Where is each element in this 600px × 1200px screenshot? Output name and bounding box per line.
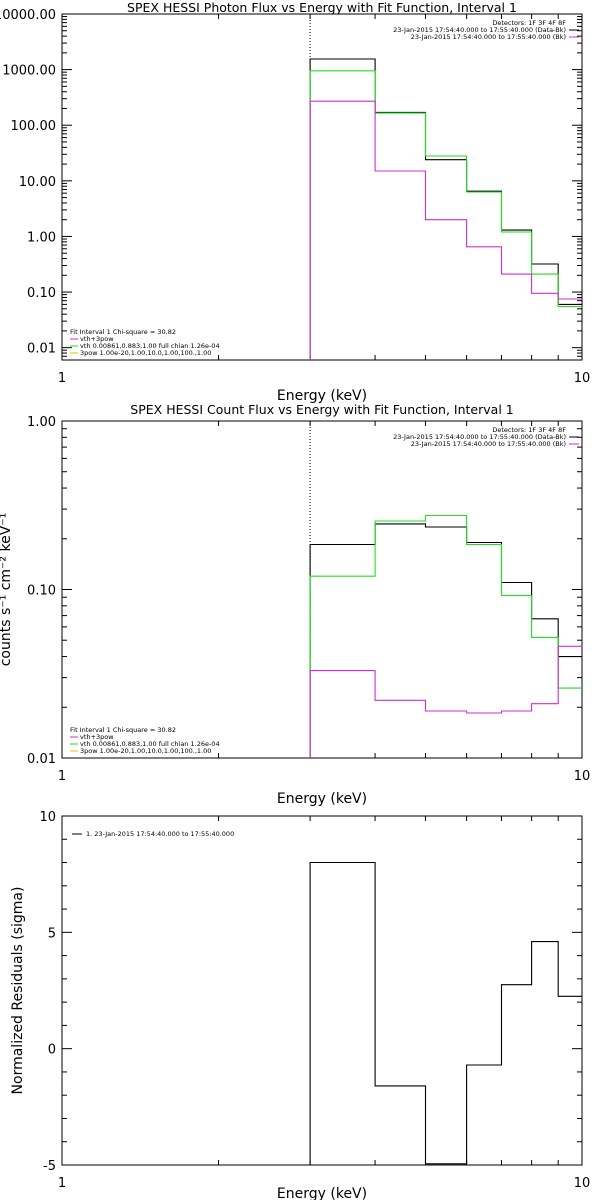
y-tick-label: 100.00 xyxy=(11,119,57,134)
y-axis-label: counts s⁻¹ cm⁻² keV⁻¹ xyxy=(0,513,14,667)
legend-title: Fit Interval 1 Chi-square = 30.82 xyxy=(70,328,176,336)
legend-entry: vth 0.00861,0.883,1.00 full chian 1.26e-… xyxy=(80,740,220,748)
x-tick-label: 10 xyxy=(574,769,591,784)
header-text: Detectors: 1F 3F 4F 8F xyxy=(492,19,566,27)
plot-frame xyxy=(61,815,583,1166)
header-text: 23-Jan-2015 17:54:40.000 to 17:55:40.000… xyxy=(393,26,566,34)
legend-entry: vth+3pow xyxy=(80,733,114,741)
y-tick-label: 10.00 xyxy=(19,175,56,190)
legend-entry: vth 0.00861,0.883,1.00 full chian 1.26e-… xyxy=(80,342,220,350)
x-axis-label: Energy (keV) xyxy=(277,388,367,404)
y-tick-label: 0 xyxy=(48,1043,56,1058)
x-tick-label: 1 xyxy=(58,769,66,784)
series-group xyxy=(309,58,582,360)
y-tick-label: 1.00 xyxy=(27,415,56,430)
legend-entry: 3pow 1.00e-20,1.00,10.0,1.00,100.,1.00 xyxy=(80,349,211,357)
y-tick-label: 0.10 xyxy=(27,286,56,301)
x-tick-label: 1 xyxy=(58,371,66,386)
legend-entry: vth+3pow xyxy=(80,335,114,343)
series-data xyxy=(309,523,582,758)
y-tick-label: 10 xyxy=(39,810,56,825)
x-axis-label: Energy (keV) xyxy=(277,791,367,807)
series-data xyxy=(309,861,582,1165)
y-tick-label: 5 xyxy=(48,926,56,941)
y-tick-label: 0.01 xyxy=(27,752,56,767)
y-tick-label: 1.00 xyxy=(27,230,56,245)
plot-frame xyxy=(61,13,583,361)
chart-title: SPEX HESSI Count Flux vs Energy with Fit… xyxy=(130,402,513,417)
series-background_model xyxy=(309,645,582,758)
y-axis-label: Normalized Residuals (sigma) xyxy=(10,887,26,1095)
chart-title: SPEX HESSI Photon Flux vs Energy with Fi… xyxy=(127,0,517,15)
series-group xyxy=(309,861,582,1165)
series-vth xyxy=(309,514,582,758)
count-panel: SPEX HESSI Count Flux vs Energy with Fit… xyxy=(0,402,590,807)
header-text: 23-Jan-2015 17:54:40.000 to 17:55:40.000… xyxy=(411,33,566,41)
y-tick-label: 1000.00 xyxy=(2,64,56,79)
legend-title: Fit Interval 1 Chi-square = 30.82 xyxy=(70,726,176,734)
x-tick-label: 10 xyxy=(574,1176,591,1191)
plot-frame xyxy=(61,420,583,759)
legend-entry: 1. 23-Jan-2015 17:54:40.000 to 17:55:40.… xyxy=(86,830,234,838)
header-text: 23-Jan-2015 17:54:40.000 to 17:55:40.000… xyxy=(411,440,566,448)
y-tick-label: 10000.00 xyxy=(0,8,56,23)
y-tick-label: 0.10 xyxy=(27,584,56,599)
series-group xyxy=(309,514,582,758)
legend-entry: 3pow 1.00e-20,1.00,10.0,1.00,100.,1.00 xyxy=(80,747,211,755)
x-tick-label: 1 xyxy=(58,1176,66,1191)
header-text: Detectors: 1F 3F 4F 8F xyxy=(492,426,566,434)
resid-panel: 1 10 10 5 0 -5 Energy (keV) Normalized Residual… xyxy=(10,810,590,1200)
series-data xyxy=(309,58,582,360)
y-tick-label: -5 xyxy=(43,1159,56,1174)
header-text: 23-Jan-2015 17:54:40.000 to 17:55:40.000… xyxy=(393,433,566,441)
x-tick-label: 10 xyxy=(574,371,591,386)
photon-panel: SPEX HESSI Photon Flux vs Energy with Fi… xyxy=(0,0,590,404)
series-vth xyxy=(309,70,582,360)
x-axis-label: Energy (keV) xyxy=(277,1186,367,1200)
y-tick-label: 0.01 xyxy=(27,342,56,357)
series-background_model xyxy=(309,100,582,360)
